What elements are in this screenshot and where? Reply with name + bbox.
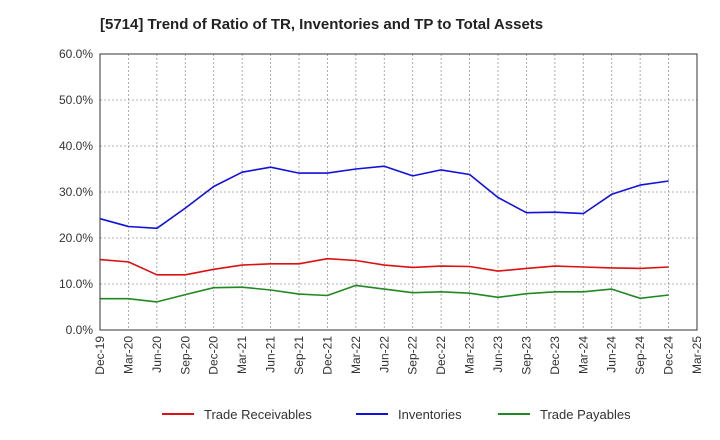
x-tick-label: Jun-24 — [605, 336, 619, 373]
legend-label-trade-receivables: Trade Receivables — [204, 407, 312, 422]
x-tick-label: Dec-21 — [320, 336, 334, 375]
x-tick-label: Sep-20 — [178, 336, 192, 375]
chart-title: [5714] Trend of Ratio of TR, Inventories… — [100, 16, 543, 33]
x-tick-label: Mar-23 — [463, 336, 477, 374]
series-line-trade-receivables — [99, 257, 669, 276]
y-tick-label: 10.0% — [59, 277, 93, 291]
x-tick-label: Dec-20 — [207, 336, 221, 375]
x-tick-label: Dec-22 — [434, 336, 448, 375]
series-line-inventories — [99, 165, 669, 230]
series-lines — [99, 165, 669, 303]
plot-frame — [99, 53, 698, 331]
x-tick-label: Mar-20 — [121, 336, 135, 374]
legend-label-trade-payables: Trade Payables — [540, 407, 631, 422]
y-axis-ticks: 0.0% 10.0% 20.0% 30.0% 40.0% 50.0% 60.0% — [59, 47, 93, 337]
x-tick-label: Sep-21 — [292, 336, 306, 375]
x-tick-label: Dec-23 — [548, 336, 562, 375]
x-tick-label: Mar-25 — [690, 336, 704, 374]
y-tick-label: 60.0% — [59, 47, 93, 61]
x-tick-label: Mar-24 — [576, 336, 590, 374]
y-tick-label: 0.0% — [66, 323, 94, 337]
legend: Trade Receivables Inventories Trade Payabl… — [162, 407, 631, 422]
x-tick-label: Jun-23 — [491, 336, 505, 373]
x-tick-label: Jun-21 — [264, 336, 278, 373]
x-tick-label: Mar-22 — [349, 336, 363, 374]
x-tick-label: Dec-19 — [93, 336, 107, 375]
x-axis-ticks: Dec-19 Mar-20 Jun-20 Sep-20 Dec-20 Mar-21 Jun-… — [93, 336, 704, 375]
legend-label-inventories: Inventories — [398, 407, 462, 422]
x-tick-label: Jun-22 — [377, 336, 391, 373]
y-tick-label: 20.0% — [59, 231, 93, 245]
x-tick-label: Sep-24 — [633, 336, 647, 375]
x-tick-label: Sep-22 — [406, 336, 420, 375]
x-tick-label: Jun-20 — [150, 336, 164, 373]
y-tick-label: 30.0% — [59, 185, 93, 199]
series-line-trade-payables — [100, 284, 669, 303]
x-tick-label: Sep-23 — [519, 336, 533, 375]
y-tick-label: 50.0% — [59, 93, 93, 107]
x-tick-label: Mar-21 — [235, 336, 249, 374]
y-tick-label: 40.0% — [59, 139, 93, 153]
x-tick-label: Dec-24 — [662, 336, 676, 375]
grid — [100, 54, 697, 330]
